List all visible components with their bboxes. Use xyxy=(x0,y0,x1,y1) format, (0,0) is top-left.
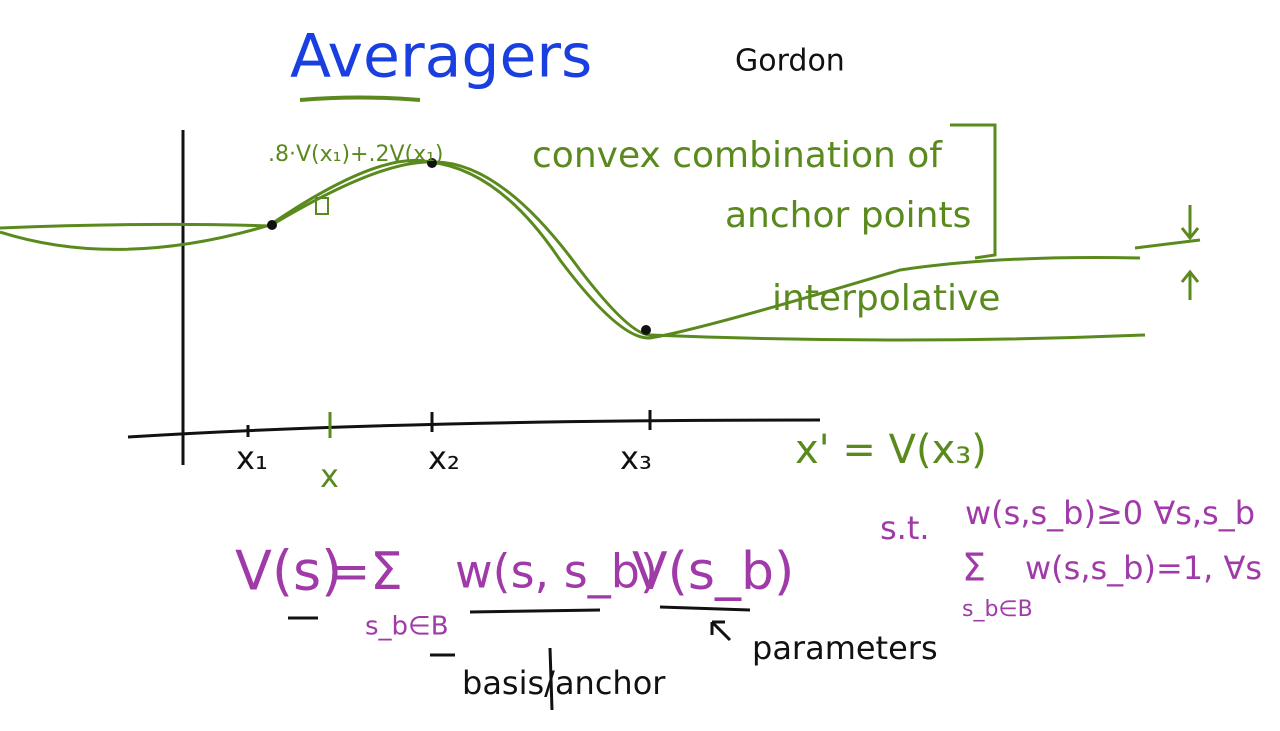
anchor-point xyxy=(427,158,437,168)
constraint-sum-index: s_b∈B xyxy=(962,597,1033,622)
anchor-point xyxy=(641,325,651,335)
parameters-note: parameters xyxy=(752,629,938,667)
axis-label: x₂ xyxy=(428,439,460,477)
anchor-point xyxy=(267,220,277,230)
eq-equals: = xyxy=(330,544,370,600)
title-underline xyxy=(299,95,421,102)
eq-sum-index: s_b∈B xyxy=(365,612,449,642)
weighted-point xyxy=(315,197,329,215)
interpolative-label: interpolative xyxy=(772,278,1000,319)
eq-weight: w(s, s_b) xyxy=(455,545,658,599)
axis-label: x₁ xyxy=(236,439,268,477)
axis-label: x xyxy=(320,457,339,495)
bracket xyxy=(950,123,997,260)
convex-label: anchor points xyxy=(725,195,971,236)
eq-value: V(s_b) xyxy=(632,542,794,602)
author: Gordon xyxy=(735,44,845,79)
arrows xyxy=(1134,205,1201,300)
eq-sum: Σ xyxy=(370,542,403,602)
weighted-label: .8·V(x₁)+.2V(x₁) xyxy=(268,142,444,167)
constraint-sum: Σ xyxy=(962,546,986,590)
mapping-label: x' = V(x₃) xyxy=(795,427,987,473)
basis-note: basis/anchor xyxy=(462,664,666,702)
eq-lhs: V(s) xyxy=(235,540,342,603)
axis-label: x₃ xyxy=(620,439,652,477)
constraint: w(s,s_b)≥0 ∀s,s_b xyxy=(965,494,1255,532)
x-axis xyxy=(127,418,821,439)
approx-curve xyxy=(0,160,1146,342)
convex-label: convex combination of xyxy=(532,135,943,176)
constraint: w(s,s_b)=1, ∀s xyxy=(1025,549,1262,587)
st-label: s.t. xyxy=(880,509,930,547)
title: Averagers xyxy=(290,22,592,92)
underlines xyxy=(288,605,751,711)
true-curve xyxy=(0,158,1141,340)
